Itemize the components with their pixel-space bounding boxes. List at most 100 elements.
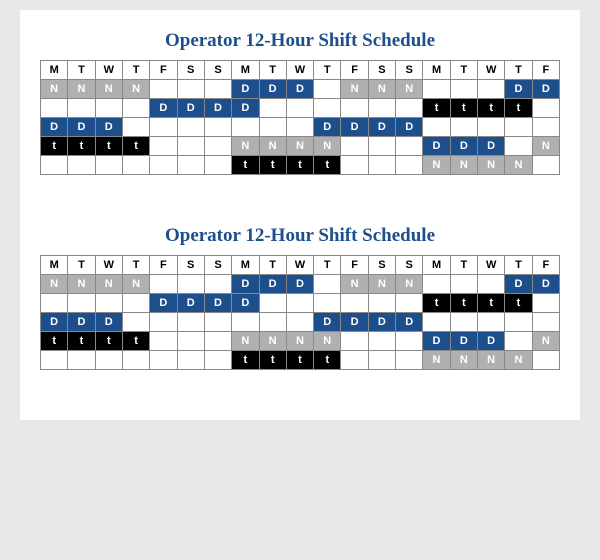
day-header: S [177, 256, 204, 275]
shift-cell [532, 156, 559, 175]
shift-cell: D [286, 80, 313, 99]
shift-cell: N [95, 80, 122, 99]
shift-cell [122, 294, 149, 313]
shift-cell: D [450, 137, 477, 156]
shift-cell: N [368, 80, 395, 99]
shift-cell [314, 99, 341, 118]
schedule-sheet: Operator 12-Hour Shift Schedule MTWTFSSM… [20, 10, 580, 420]
day-header: T [68, 61, 95, 80]
shift-cell [341, 332, 368, 351]
shift-cell [259, 313, 286, 332]
shift-cell: D [95, 313, 122, 332]
shift-cell [341, 156, 368, 175]
shift-cell [122, 99, 149, 118]
shift-table: MTWTFSSMTWTFSSMTWTFNNNNDDDNNNDDDDDDttttD… [40, 60, 560, 175]
shift-cell: D [204, 294, 231, 313]
shift-cell [204, 156, 231, 175]
day-header: S [204, 256, 231, 275]
shift-cell: N [41, 275, 68, 294]
shift-cell [41, 351, 68, 370]
day-header: S [396, 61, 423, 80]
shift-cell [396, 99, 423, 118]
shift-cell [204, 80, 231, 99]
shift-cell: D [232, 80, 259, 99]
shift-cell [204, 275, 231, 294]
shift-cell [396, 137, 423, 156]
shift-cell: D [68, 313, 95, 332]
shift-cell: N [478, 351, 505, 370]
shift-table: MTWTFSSMTWTFSSMTWTFNNNNDDDNNNDDDDDDttttD… [40, 255, 560, 370]
shift-cell: N [41, 80, 68, 99]
shift-cell [505, 137, 532, 156]
shift-cell [204, 332, 231, 351]
shift-cell [232, 118, 259, 137]
day-header: T [314, 256, 341, 275]
shift-cell [150, 351, 177, 370]
shift-cell: D [41, 313, 68, 332]
shift-cell [150, 275, 177, 294]
shift-cell [204, 313, 231, 332]
shift-tbody-2: MTWTFSSMTWTFSSMTWTFNNNNDDDNNNDDDDDDttttD… [41, 256, 560, 370]
shift-cell [423, 275, 450, 294]
shift-cell: D [314, 118, 341, 137]
shift-cell [204, 137, 231, 156]
shift-cell: D [341, 313, 368, 332]
shift-cell [259, 99, 286, 118]
shift-cell: t [232, 156, 259, 175]
shift-cell [423, 80, 450, 99]
day-header: F [150, 256, 177, 275]
shift-cell: t [41, 332, 68, 351]
shift-cell [396, 332, 423, 351]
day-header: M [232, 256, 259, 275]
shift-cell: D [177, 99, 204, 118]
shift-cell [341, 294, 368, 313]
day-header: W [478, 256, 505, 275]
shift-cell [204, 351, 231, 370]
shift-cell [505, 313, 532, 332]
shift-cell [150, 80, 177, 99]
shift-cell [478, 80, 505, 99]
shift-cell: D [41, 118, 68, 137]
shift-cell: D [286, 275, 313, 294]
shift-cell: t [232, 351, 259, 370]
shift-cell: N [478, 156, 505, 175]
shift-cell [68, 156, 95, 175]
day-header: T [122, 256, 149, 275]
shift-cell: t [95, 137, 122, 156]
shift-cell [286, 294, 313, 313]
shift-cell [532, 118, 559, 137]
shift-cell [505, 118, 532, 137]
day-header: T [450, 256, 477, 275]
shift-cell: t [478, 99, 505, 118]
shift-cell: D [396, 118, 423, 137]
shift-cell [286, 99, 313, 118]
shift-cell [150, 156, 177, 175]
day-header: M [423, 256, 450, 275]
shift-cell: t [505, 294, 532, 313]
day-header: W [95, 61, 122, 80]
shift-cell: t [450, 294, 477, 313]
shift-cell: N [68, 80, 95, 99]
shift-cell [396, 294, 423, 313]
shift-cell: t [505, 99, 532, 118]
day-header: T [122, 61, 149, 80]
shift-cell: t [314, 351, 341, 370]
day-header: F [341, 61, 368, 80]
shift-cell: N [423, 156, 450, 175]
shift-cell [505, 332, 532, 351]
shift-cell: N [450, 351, 477, 370]
shift-cell: N [368, 275, 395, 294]
shift-cell: D [532, 275, 559, 294]
shift-cell: N [286, 332, 313, 351]
shift-cell [396, 351, 423, 370]
shift-tbody-1: MTWTFSSMTWTFSSMTWTFNNNNDDDNNNDDDDDDttttD… [41, 61, 560, 175]
shift-cell [368, 99, 395, 118]
shift-cell: t [286, 156, 313, 175]
shift-cell [368, 332, 395, 351]
shift-cell [423, 118, 450, 137]
shift-cell: D [368, 118, 395, 137]
shift-cell: N [532, 332, 559, 351]
schedule-block-1: Operator 12-Hour Shift Schedule MTWTFSSM… [40, 30, 560, 175]
shift-cell: D [505, 80, 532, 99]
day-header: M [232, 61, 259, 80]
